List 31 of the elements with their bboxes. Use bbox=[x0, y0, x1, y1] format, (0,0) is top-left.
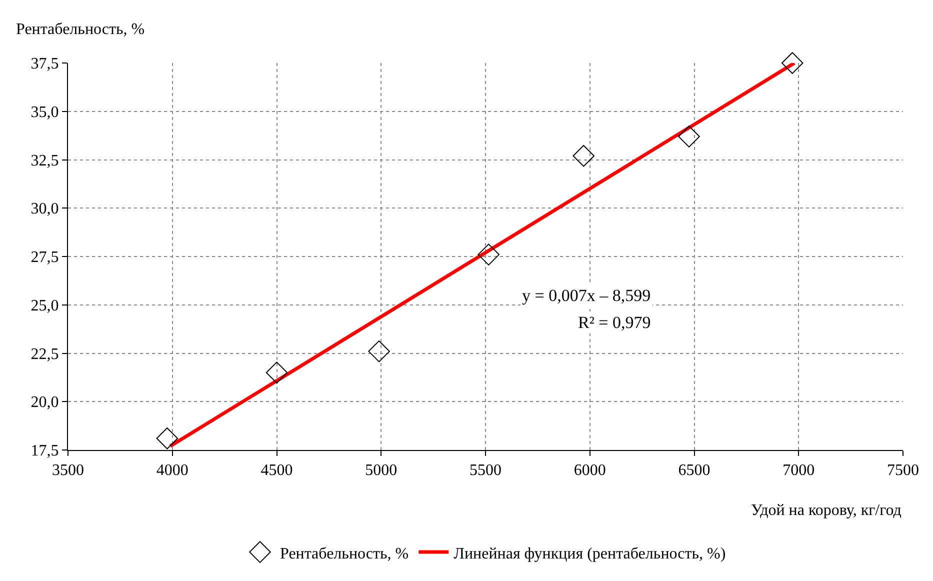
x-tick-label: 6000 bbox=[574, 462, 606, 480]
x-tick-label: 6500 bbox=[678, 462, 710, 480]
y-tick-label: 35,0 bbox=[30, 104, 59, 121]
point bbox=[368, 340, 390, 362]
annotation: y = 0,007x – 8,599 bbox=[522, 286, 651, 305]
point bbox=[478, 244, 500, 266]
legend-label: Линейная функция (рентабельность, %) bbox=[454, 545, 726, 562]
x-tick-label: 3500 bbox=[52, 462, 84, 480]
point bbox=[781, 52, 804, 74]
x-tick-label: 7500 bbox=[887, 462, 919, 480]
point bbox=[156, 427, 178, 450]
y-axis-title: Рентабельность, % bbox=[16, 21, 145, 38]
x-tick-label: 4000 bbox=[156, 462, 188, 480]
y-tick-label: 32,5 bbox=[30, 152, 59, 170]
x-tick-label: 4500 bbox=[260, 462, 293, 480]
y-tick-label: 25,0 bbox=[30, 297, 59, 314]
annotation: R² = 0,979 bbox=[578, 313, 651, 332]
y-tick-label: 22,5 bbox=[30, 346, 59, 363]
x-tick-label: 5000 bbox=[365, 462, 398, 480]
x-tick-label: 7000 bbox=[782, 462, 815, 480]
point bbox=[572, 144, 595, 167]
point bbox=[678, 126, 700, 148]
y-tick-label: 27,5 bbox=[30, 249, 59, 266]
y-tick-label: 20,0 bbox=[30, 394, 59, 412]
y-tick-label: 30,0 bbox=[30, 200, 59, 218]
point bbox=[266, 362, 288, 384]
y-tick-label: 17,5 bbox=[30, 442, 59, 460]
x-tick-label: 5500 bbox=[470, 462, 502, 480]
y-tick-label: 37,5 bbox=[30, 56, 59, 73]
x-axis-title: Удой на корову, кг/год bbox=[751, 502, 902, 519]
legend-label: Рентабельность, % bbox=[280, 545, 409, 562]
